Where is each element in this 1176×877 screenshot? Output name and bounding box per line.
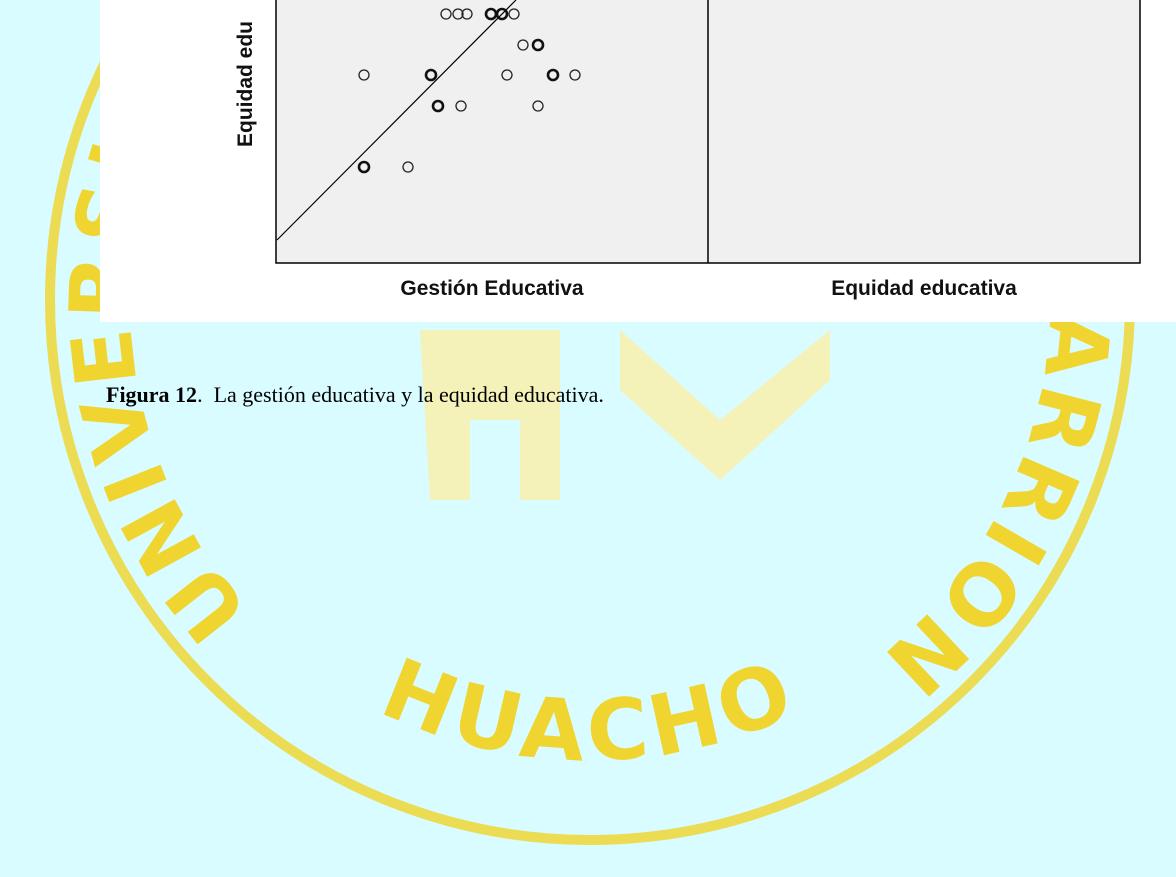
x-axis-label: Gestión Educativa bbox=[400, 277, 584, 300]
watermark-bottom-text: HUACHO bbox=[369, 639, 810, 781]
watermark-shape bbox=[620, 330, 830, 480]
watermark-bottom: HUACHO bbox=[369, 639, 810, 781]
x-axis-label: Equidad educativa bbox=[831, 277, 1017, 300]
page: UNIVERSIDAD CARRION HUACHO bbox=[0, 0, 1176, 877]
y-axis-label: Equidad edu bbox=[234, 21, 257, 147]
caption: Figura 12. La gestión educativa y la equ… bbox=[106, 382, 604, 407]
document: UNIVERSIDAD CARRION HUACHO bbox=[0, 0, 1176, 877]
watermark-shape bbox=[420, 330, 560, 500]
scatter-matrix: Equidad edu Gestión Educativa Equidad ed… bbox=[234, 0, 1140, 300]
caption-label: Figura 12 bbox=[106, 382, 197, 407]
caption-text: . La gestión educativa y la equidad educ… bbox=[197, 382, 604, 407]
